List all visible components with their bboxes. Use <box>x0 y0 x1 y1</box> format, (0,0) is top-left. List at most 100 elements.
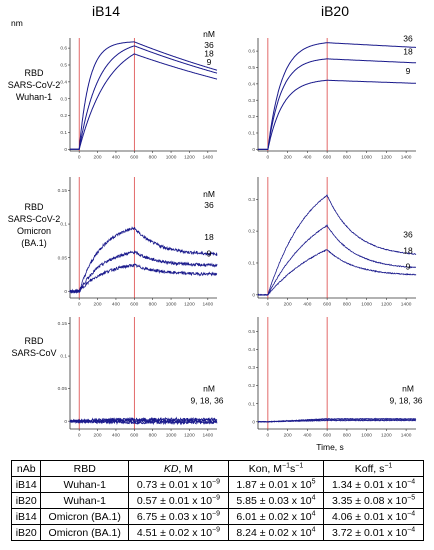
series-conc-label: 9 <box>406 66 411 76</box>
trace-line <box>70 41 218 150</box>
x-tick-label: 200 <box>284 433 292 439</box>
x-tick-label: 1000 <box>166 155 177 161</box>
table-header-cell: RBD <box>40 460 129 477</box>
trace-line <box>258 79 416 150</box>
y-tick-label: 0.1 <box>60 130 67 136</box>
x-tick-label: 0 <box>78 155 81 161</box>
row-label-line: RBD <box>24 336 44 346</box>
column-title-ib14: iB14 <box>92 3 120 19</box>
y-tick-label: 0.2 <box>248 114 255 120</box>
table-cell: 5.85 ± 0.03 x 104 <box>227 492 325 509</box>
x-tick-label: 1000 <box>361 155 372 161</box>
x-tick-label: 600 <box>130 433 138 439</box>
series-conc-label: 9 <box>406 261 411 271</box>
trace-line <box>258 58 417 150</box>
sensorgram-panel: 0 0.1 0.2 0.3 0.4 0.5 0.6 0 200 400 600 800 1000 1200… <box>248 33 417 161</box>
table-header-cell: KD, M <box>128 460 229 477</box>
x-tick-label: 0 <box>78 302 81 308</box>
series-conc-label: 36 <box>204 40 214 50</box>
x-tick-label: 1000 <box>361 433 372 439</box>
y-tick-label: 0.4 <box>248 81 255 87</box>
x-tick-label: 0 <box>267 433 270 439</box>
trace-line <box>257 249 417 296</box>
x-tick-label: 1200 <box>184 302 195 308</box>
table-cell: iB14 <box>10 476 42 493</box>
y-tick-label: 0 <box>64 289 67 295</box>
x-tick-label: 200 <box>284 302 292 308</box>
sensorgram-panel: 0 0.05 0.1 0.15 0 200 400 600 800 1000 1200 1400 nM 9… <box>58 317 224 439</box>
table-cell: Wuhan-1 <box>40 492 129 509</box>
y-tick-label: 0.3 <box>60 96 67 102</box>
row-label-line: SARS-CoV-2 <box>8 214 61 224</box>
x-tick-label: 400 <box>303 302 311 308</box>
row-labels: RBD SARS-CoV-2 Wuhan-1 RBD SARS-CoV-2 Omicron… <box>8 68 61 358</box>
series-conc-label: 18 <box>403 46 413 56</box>
table-cell: 6.01 ± 0.02 x 104 <box>227 508 325 525</box>
trace-line <box>258 42 416 150</box>
table-row: iB20 Wuhan-1 0.57 ± 0.01 x 10−9 5.85 ± 0.03… <box>10 492 424 509</box>
y-tick-label: 0.6 <box>248 49 255 55</box>
table-cell: iB14 <box>10 508 42 525</box>
x-tick-label: 800 <box>149 433 157 439</box>
sensorgram-panel: 0 0.1 0.2 0.3 0 200 400 600 800 1000 1200 1400 36 18 9 <box>248 177 417 308</box>
row-label-line: RBD <box>24 202 44 212</box>
kinetics-table: nAb RBD KD, M Kon, M−1s−1 Koff, s−1 iB14 Wuha… <box>10 460 424 541</box>
y-tick-label: 0.05 <box>58 386 68 392</box>
table-cell: iB20 <box>10 492 42 509</box>
conc-unit-label: nM <box>203 29 215 39</box>
table-cell: 8.24 ± 0.02 x 104 <box>227 524 325 541</box>
trace-line <box>257 419 417 423</box>
conc-unit-label: nM <box>203 189 215 199</box>
x-tick-label: 1000 <box>361 302 372 308</box>
y-tick-label: 0.3 <box>248 98 255 104</box>
series-conc-label: 36 <box>403 230 413 240</box>
trace-line <box>257 194 417 296</box>
y-tick-label: 0.1 <box>248 131 255 137</box>
trace-line <box>257 224 416 296</box>
y-tick-label: 0.1 <box>60 354 67 360</box>
trace-line <box>70 53 218 150</box>
x-tick-label: 800 <box>149 155 157 161</box>
x-tick-label: 1200 <box>184 433 195 439</box>
series-conc-label: 36 <box>403 33 413 43</box>
x-tick-label: 0 <box>267 302 270 308</box>
row-label-line: Wuhan-1 <box>16 92 52 102</box>
y-tick-label: 0.1 <box>248 401 255 407</box>
conc-unit-label: nM <box>203 384 215 394</box>
row-label-line: SARS-CoV-2 <box>8 80 61 90</box>
row-label-line: (BA.1) <box>21 238 47 248</box>
sensorgram-panel: 0 0.05 0.1 0.15 0 200 400 600 800 1000 1200 1400 nM3… <box>58 177 218 308</box>
table-header-cell: nAb <box>10 460 42 477</box>
y-tick-label: 0.2 <box>248 383 255 389</box>
x-tick-label: 0 <box>78 433 81 439</box>
y-tick-label: 0.2 <box>60 113 67 119</box>
trace-line <box>69 226 218 294</box>
y-tick-label: 0.1 <box>60 222 67 228</box>
table-row: iB14 Wuhan-1 0.73 ± 0.01 x 10−9 1.87 ± 0.01… <box>10 476 424 493</box>
x-tick-label: 600 <box>130 155 138 161</box>
x-tick-label: 1400 <box>401 302 412 308</box>
x-tick-label: 1400 <box>401 433 412 439</box>
y-tick-label: 0.6 <box>60 46 67 52</box>
series-conc-label: 36 <box>204 200 214 210</box>
x-tick-label: 400 <box>303 155 311 161</box>
y-tick-label: 0 <box>252 292 255 298</box>
y-tick-label: 0.3 <box>248 365 255 371</box>
x-tick-label: 1200 <box>381 155 392 161</box>
x-tick-label: 1400 <box>202 302 213 308</box>
conc-combined-label: 9, 18, 36 <box>190 396 223 406</box>
y-tick-label: 0.1 <box>248 261 255 267</box>
x-tick-label: 0 <box>267 155 270 161</box>
table-cell: 1.34 ± 0.01 x 10−4 <box>323 476 424 493</box>
x-tick-label: 400 <box>112 433 120 439</box>
trace-line <box>69 250 218 294</box>
x-tick-label: 1400 <box>401 155 412 161</box>
y-tick-label: 0.05 <box>58 255 68 261</box>
series-conc-label: 18 <box>204 232 214 242</box>
conc-combined-label: 9, 18, 36 <box>389 396 422 406</box>
series-conc-label: 18 <box>403 245 413 255</box>
x-tick-label: 400 <box>303 433 311 439</box>
y-tick-label: 0.5 <box>60 63 67 69</box>
x-tick-label: 800 <box>149 302 157 308</box>
y-tick-label: 0 <box>252 147 255 153</box>
